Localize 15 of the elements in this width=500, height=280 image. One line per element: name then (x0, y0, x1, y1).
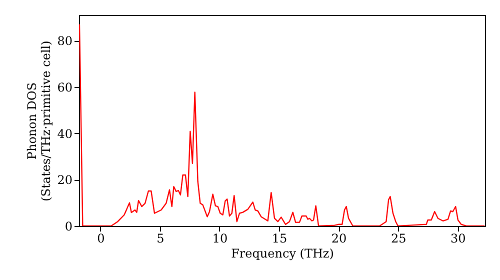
x-tick-label: 0 (97, 232, 105, 246)
x-tick-label: 25 (390, 232, 406, 246)
x-tick-label: 30 (450, 232, 466, 246)
x-tick-label: 5 (156, 232, 164, 246)
x-tick-label: 15 (272, 232, 288, 246)
y-tick-label: 20 (57, 173, 72, 188)
y-axis-title: Phonon DOS (States/THz·primitive cell) (25, 40, 54, 202)
y-tick-label: 80 (57, 34, 72, 48)
x-tick-label: 10 (212, 232, 228, 246)
line-series (79, 24, 485, 226)
x-axis-title: Frequency (THz) (231, 246, 334, 260)
y-tick-label: 60 (57, 80, 72, 94)
y-tick-label: 40 (57, 126, 72, 141)
y-tick-label: 0 (64, 220, 72, 234)
x-tick-label: 20 (331, 232, 347, 246)
